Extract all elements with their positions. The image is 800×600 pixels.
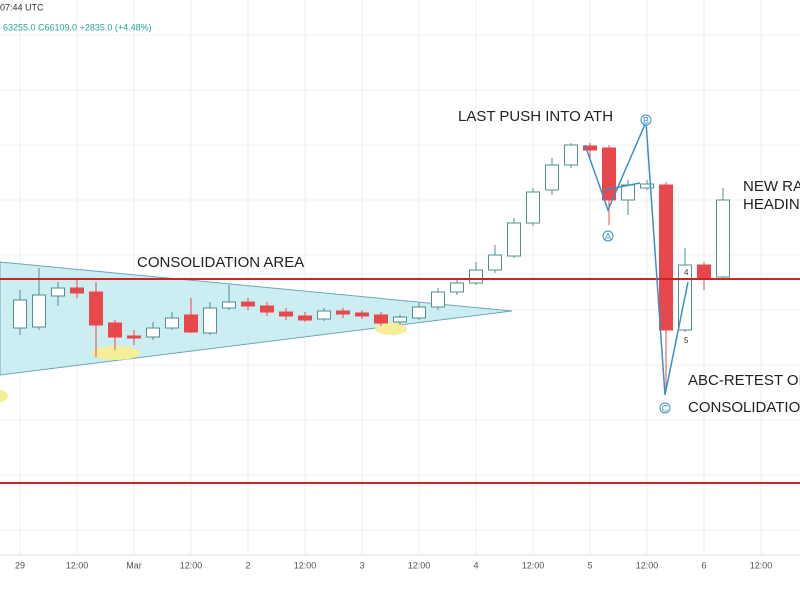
x-axis-strip	[0, 555, 800, 600]
x-tick-label: 12:00	[750, 560, 773, 570]
wave-circle	[659, 402, 671, 414]
candle-body	[298, 315, 312, 321]
x-tick-label: 12:00	[522, 560, 545, 570]
wave-label: 5	[684, 336, 689, 345]
candle-body	[412, 306, 426, 319]
candle-body	[526, 191, 540, 224]
candle-body	[374, 314, 388, 324]
candle-body	[716, 199, 730, 278]
candle-body	[203, 307, 217, 334]
x-tick-label: 29	[15, 560, 25, 570]
candle-body	[507, 222, 521, 257]
header-quote: ·63255.0 C66109.0 +2835.0 (+4.48%)	[0, 22, 152, 32]
wave-line	[603, 182, 641, 191]
candle-body	[51, 287, 65, 297]
candle-body	[260, 305, 274, 313]
candle-body	[222, 301, 236, 309]
annotation: HEADING	[743, 196, 800, 213]
x-tick-label: 4	[473, 560, 478, 570]
candle-body	[127, 335, 141, 339]
candle-body	[488, 254, 502, 271]
candle-body	[450, 282, 464, 293]
candle-body	[659, 184, 673, 331]
annotation: ABC-RETEST OF	[688, 372, 800, 389]
wave-circle	[640, 114, 652, 126]
wave-label: B	[643, 115, 649, 125]
candle-body	[583, 145, 597, 151]
candle-body	[165, 317, 179, 329]
x-tick-label: 3	[359, 560, 364, 570]
candle-body	[393, 316, 407, 323]
candle-body	[545, 164, 559, 191]
candle-body	[279, 311, 293, 317]
annotation: CONSOLIDATION AREA	[137, 254, 304, 271]
candles	[13, 143, 730, 390]
x-tick-label: Mar	[126, 560, 142, 570]
candle-body	[697, 264, 711, 279]
candle-body	[317, 310, 331, 320]
x-axis: 29 12:00 Mar 12:00 2 12:00 3 12:00 4 12:00 5 12:00 6…	[15, 560, 772, 570]
wave-label: A	[605, 231, 611, 241]
h-lines	[0, 278, 800, 484]
candle-body	[13, 299, 27, 329]
candle-body	[355, 312, 369, 317]
x-tick-label: 6	[701, 560, 706, 570]
x-tick-label: 12:00	[180, 560, 203, 570]
x-tick-label: 12:00	[66, 560, 89, 570]
annotation: LAST PUSH INTO ATH	[458, 108, 613, 125]
candle-body	[640, 183, 654, 189]
x-tick-label: 12:00	[408, 560, 431, 570]
candle-body	[70, 287, 84, 294]
candle-body	[564, 144, 578, 166]
x-tick-label: 12:00	[636, 560, 659, 570]
candle-body	[184, 314, 198, 333]
triangle-area	[0, 261, 513, 376]
wave-label: 4	[684, 268, 689, 277]
x-tick-label: 5	[587, 560, 592, 570]
candle-body	[108, 322, 122, 338]
x-tick-label: 2	[245, 560, 250, 570]
candle-body	[241, 301, 255, 307]
candle-body	[32, 294, 46, 328]
candle-body	[469, 269, 483, 284]
annotation: CONSOLIDATION	[688, 399, 800, 416]
x-tick-label: 12:00	[294, 560, 317, 570]
candle-body	[602, 147, 616, 201]
wave-circle	[602, 230, 614, 242]
candle-body	[431, 291, 445, 308]
highlight	[375, 323, 407, 335]
wave-label: C	[662, 403, 669, 413]
highlight	[0, 390, 8, 402]
header-time: 07:44 UTC	[0, 2, 44, 12]
candle-body	[89, 291, 103, 326]
annotation: NEW RA	[743, 178, 800, 195]
candle-body	[336, 310, 350, 315]
candle-body	[146, 327, 160, 338]
highlight	[92, 346, 140, 360]
candle-body	[621, 184, 635, 201]
